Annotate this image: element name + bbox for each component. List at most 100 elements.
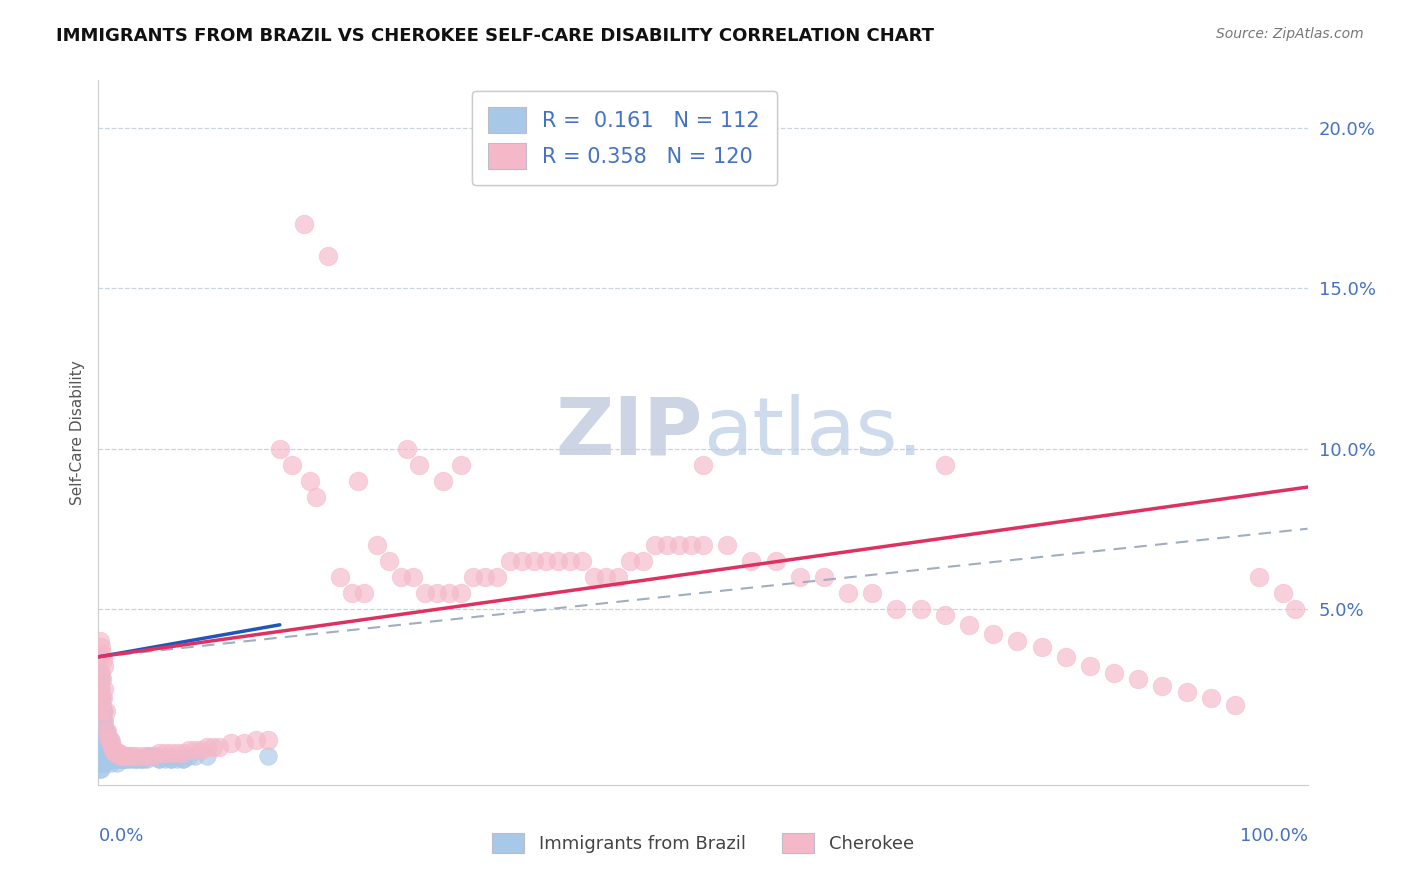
Point — [100, 746, 122, 760]
Point — [91, 752, 114, 766]
Point — [789, 570, 811, 584]
Point — [103, 749, 125, 764]
Point — [89, 723, 111, 738]
Point — [89, 698, 111, 712]
Point — [91, 723, 114, 738]
Point — [89, 742, 111, 756]
Point — [90, 742, 112, 756]
Point — [97, 736, 120, 750]
Point — [118, 749, 141, 764]
Point — [108, 749, 131, 764]
Point — [100, 746, 122, 760]
Point — [432, 474, 454, 488]
Point — [474, 570, 496, 584]
Point — [860, 586, 883, 600]
Point — [160, 746, 183, 760]
Point — [96, 723, 118, 738]
Point — [547, 554, 569, 568]
Point — [94, 736, 117, 750]
Text: 0.0%: 0.0% — [98, 827, 143, 846]
Point — [135, 752, 157, 766]
Point — [463, 570, 485, 584]
Point — [281, 458, 304, 472]
Point — [105, 756, 128, 770]
Point — [91, 723, 114, 738]
Point — [100, 752, 122, 766]
Point — [93, 746, 115, 760]
Point — [837, 586, 859, 600]
Point — [90, 730, 112, 744]
Point — [97, 742, 120, 756]
Point — [668, 538, 690, 552]
Point — [1152, 679, 1174, 693]
Point — [100, 746, 122, 760]
Point — [145, 749, 167, 764]
Point — [408, 458, 430, 472]
Point — [91, 714, 114, 728]
Point — [134, 752, 156, 766]
Y-axis label: Self-Care Disability: Self-Care Disability — [69, 360, 84, 505]
Point — [90, 673, 112, 687]
Point — [93, 681, 115, 696]
Point — [389, 570, 412, 584]
Point — [179, 742, 201, 756]
Point — [90, 704, 112, 718]
Point — [111, 752, 134, 766]
Point — [98, 733, 121, 747]
Point — [91, 653, 114, 667]
Point — [89, 714, 111, 728]
Point — [104, 749, 127, 764]
Point — [91, 704, 114, 718]
Point — [498, 554, 520, 568]
Point — [100, 756, 122, 770]
Point — [232, 736, 254, 750]
Point — [299, 474, 322, 488]
Point — [121, 749, 143, 764]
Point — [100, 733, 122, 747]
Point — [413, 586, 436, 600]
Point — [101, 742, 124, 756]
Point — [93, 730, 115, 744]
Point — [90, 714, 112, 728]
Point — [118, 752, 141, 766]
Point — [129, 752, 152, 766]
Point — [292, 218, 315, 232]
Point — [138, 749, 160, 764]
Point — [1199, 691, 1222, 706]
Point — [89, 649, 111, 664]
Point — [90, 698, 112, 712]
Point — [377, 554, 399, 568]
Point — [108, 752, 131, 766]
Point — [101, 752, 124, 766]
Point — [101, 742, 124, 756]
Point — [103, 742, 125, 756]
Point — [114, 752, 136, 766]
Point — [716, 538, 738, 552]
Point — [90, 681, 112, 696]
Point — [118, 749, 141, 764]
Point — [510, 554, 533, 568]
Point — [910, 601, 932, 615]
Point — [353, 586, 375, 600]
Point — [256, 749, 278, 764]
Point — [89, 681, 111, 696]
Point — [91, 730, 114, 744]
Point — [172, 752, 194, 766]
Point — [89, 673, 111, 687]
Point — [89, 704, 111, 718]
Point — [91, 691, 114, 706]
Point — [93, 736, 115, 750]
Point — [595, 570, 617, 584]
Point — [98, 742, 121, 756]
Point — [1102, 665, 1125, 680]
Point — [111, 749, 134, 764]
Point — [655, 538, 678, 552]
Point — [89, 681, 111, 696]
Point — [571, 554, 593, 568]
Point — [97, 752, 120, 766]
Point — [124, 752, 146, 766]
Point — [91, 756, 114, 770]
Point — [1272, 586, 1295, 600]
Point — [120, 752, 142, 766]
Point — [166, 746, 188, 760]
